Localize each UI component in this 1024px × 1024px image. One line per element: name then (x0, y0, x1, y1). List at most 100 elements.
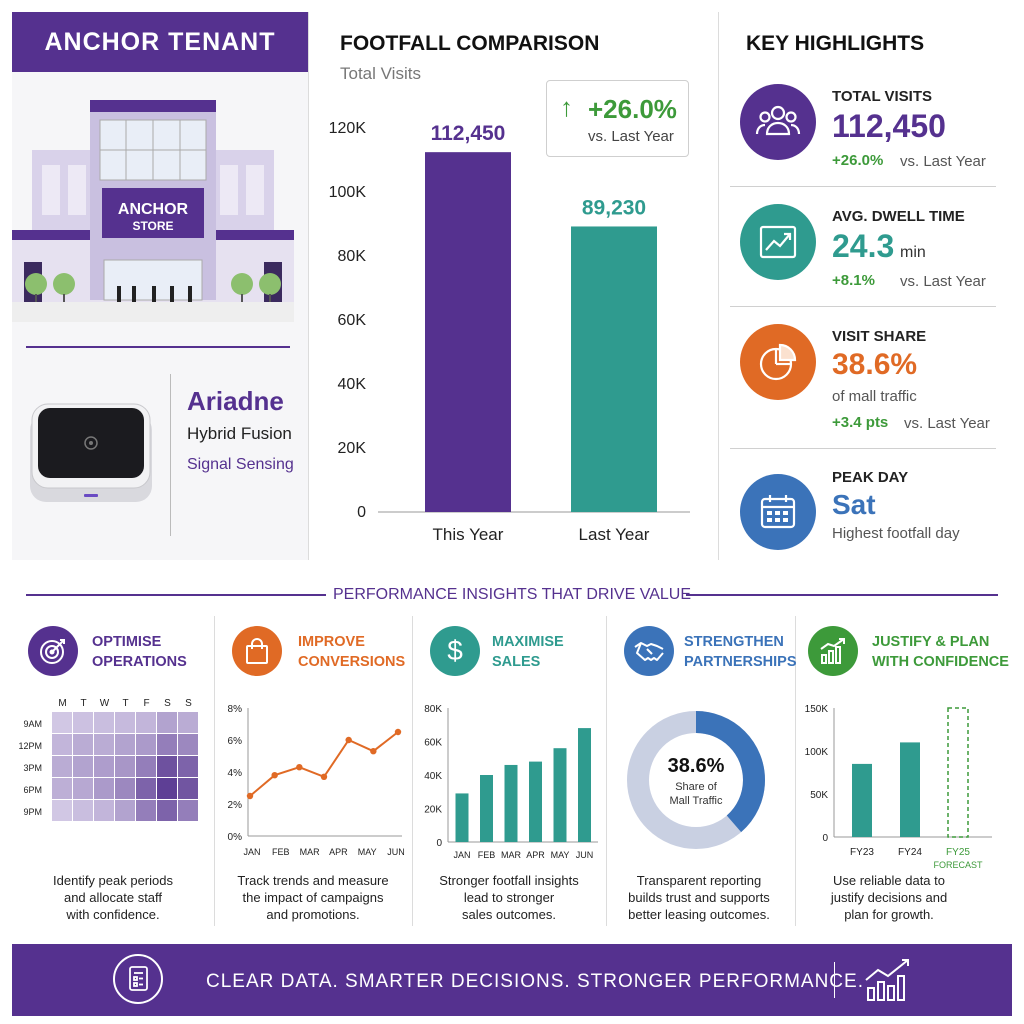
insight-title: OPTIMISE OPERATIONS (92, 634, 187, 670)
heatmap-time-label: 12PM (18, 741, 42, 751)
heatmap-cell (136, 778, 156, 799)
y-tick-label: 80K (424, 704, 442, 715)
y-tick-label: 40K (338, 376, 367, 393)
x-tick-label: This Year (433, 525, 504, 544)
y-tick-label: 4% (228, 768, 243, 779)
y-tick-label: 60K (424, 738, 442, 749)
heatmap-cell (73, 756, 93, 777)
divider (730, 306, 996, 307)
insight-description: Use reliable data to justify decisions an… (830, 873, 948, 922)
y-tick-label: 0% (228, 832, 243, 843)
heatmap-cell (52, 712, 72, 733)
insight-title: MAXIMISE SALES (492, 634, 564, 670)
y-tick-label: 150K (805, 704, 829, 715)
heatmap-cell (157, 734, 177, 755)
heatmap-day-label: S (185, 698, 192, 709)
y-tick-label: 50K (810, 790, 828, 801)
x-tick-label: JAN (453, 850, 470, 860)
heatmap-day-label: M (58, 698, 66, 709)
heatmap-cell (157, 800, 177, 821)
y-tick-label: 40K (424, 771, 442, 782)
calendar-icon (740, 474, 816, 550)
y-tick-label: 6% (228, 736, 243, 747)
heatmap-cell (94, 734, 114, 755)
data-point (394, 728, 402, 736)
bar (553, 748, 567, 842)
bar (529, 761, 542, 842)
x-tick-label: JUN (576, 850, 594, 860)
heatmap-cell (94, 756, 114, 777)
target-icon (28, 626, 78, 676)
bar-value-label: 89,230 (582, 196, 646, 219)
highlight-value: 112,450 (832, 108, 946, 144)
divider (686, 594, 998, 596)
shopping-bag-icon (232, 626, 282, 676)
y-tick-label: 0 (436, 838, 442, 849)
heatmap-cell (52, 734, 72, 755)
heatmap-cell (115, 734, 135, 755)
peak-heatmap: M T W T F S S 9AM 12PM 3PM 6PM 9PM (18, 698, 198, 821)
heatmap-cell (157, 712, 177, 733)
dollar-icon: $ (430, 626, 480, 676)
divider (606, 616, 607, 926)
series-line (249, 731, 399, 797)
y-tick-label: 2% (228, 800, 243, 811)
highlight-extra: Highest footfall day (832, 525, 960, 542)
y-tick-label: 0 (822, 833, 828, 844)
trend-icon (740, 204, 816, 280)
insight-description: Stronger footfall insights lead to strong… (439, 873, 579, 922)
y-tick-label: 20K (338, 440, 367, 457)
data-point (370, 748, 377, 755)
forecast-label: FORECAST (933, 860, 983, 870)
x-tick-label: FY23 (850, 847, 874, 858)
divider (834, 962, 835, 998)
share-donut-chart: 38.6% Share of Mall Traffic (627, 711, 765, 849)
heatmap-cell (136, 756, 156, 777)
donut-caption: Mall Traffic (670, 795, 723, 807)
heatmap-cell (73, 778, 93, 799)
pie-icon (740, 324, 816, 400)
heatmap-cell (136, 712, 156, 733)
x-tick-label: JUN (387, 847, 405, 857)
bar (578, 728, 591, 842)
sensor-device-illustration (30, 403, 152, 502)
y-tick-label: 80K (338, 248, 367, 265)
divider (412, 616, 413, 926)
highlight-value: 38.6% (832, 348, 918, 381)
bar (852, 763, 872, 837)
chart-subtitle: Total Visits (340, 64, 421, 83)
donut-value: 38.6% (668, 755, 725, 777)
insight-title: JUSTIFY & PLAN WITH CONFIDENCE (872, 634, 1009, 670)
x-tick-label: FEB (272, 847, 290, 857)
forecast-bar (947, 707, 969, 838)
bar (425, 152, 511, 512)
y-tick-label: 100K (805, 747, 829, 758)
data-point (271, 772, 278, 779)
heatmap-cell (178, 756, 198, 777)
heatmap-cell (115, 778, 135, 799)
donut-share-segment (627, 711, 765, 849)
highlights-title: KEY HIGHLIGHTS (746, 32, 925, 55)
heatmap-cell (94, 712, 114, 733)
y-tick-label: 0 (357, 504, 366, 521)
insights-title: PERFORMANCE INSIGHTS THAT DRIVE VALUE (333, 586, 691, 603)
heatmap-cell (52, 756, 72, 777)
divider (730, 448, 996, 449)
highlight-label: AVG. DWELL TIME (832, 208, 965, 225)
heatmap-day-label: T (122, 698, 128, 709)
heatmap-cell (52, 800, 72, 821)
x-tick-label: JAN (243, 847, 260, 857)
conversion-line-chart: 0% 2% 4% 6% 8% JAN FEB MAR APR MAY JUN (228, 704, 405, 857)
x-tick-label: FEB (478, 850, 496, 860)
highlight-change: +8.1% (832, 272, 875, 289)
donut-caption: Share of (675, 781, 718, 793)
insight-title: IMPROVE CONVERSIONS (298, 634, 406, 670)
heatmap-cell (157, 756, 177, 777)
footer-tagline: CLEAR DATA. SMARTER DECISIONS. STRONGER … (206, 971, 864, 992)
heatmap-cell (178, 778, 198, 799)
highlight-label: VISIT SHARE (832, 328, 927, 345)
x-tick-label: Last Year (579, 525, 650, 544)
yoy-change-value: +26.0% (588, 94, 677, 124)
bar (480, 775, 493, 842)
report-icon (113, 954, 163, 1004)
